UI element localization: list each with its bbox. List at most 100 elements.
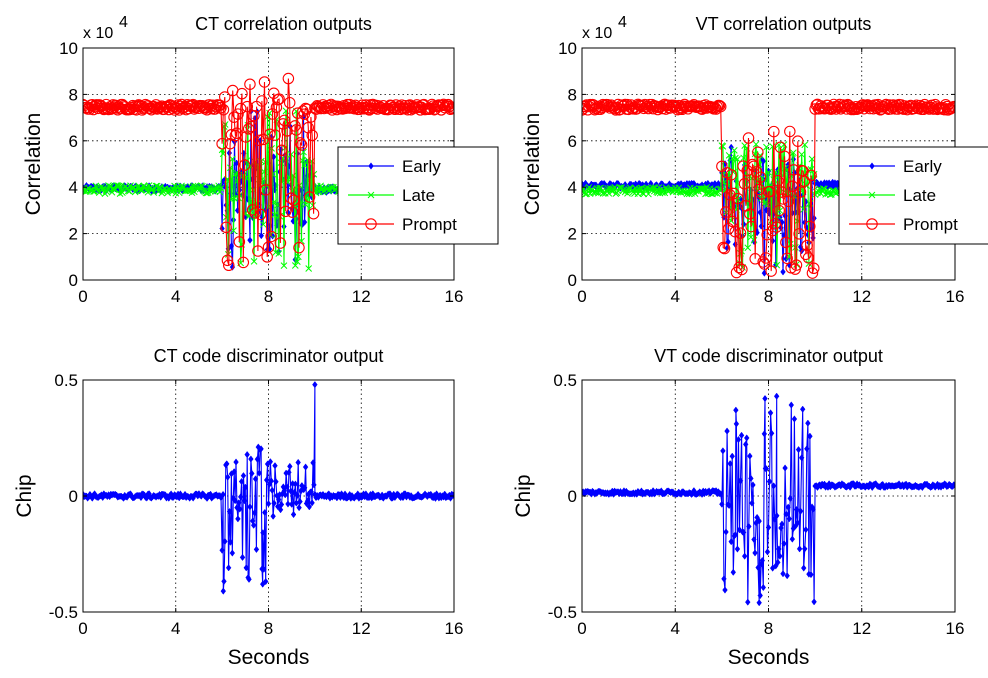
data-point — [774, 512, 780, 520]
data-point — [756, 517, 762, 525]
data-point — [274, 237, 287, 249]
data-point — [793, 228, 805, 240]
y-tick-label: 0 — [568, 271, 577, 290]
data-point — [248, 455, 254, 463]
data-point — [740, 154, 747, 162]
y-axis-label: Chip — [512, 474, 535, 517]
data-point — [170, 101, 182, 113]
data-point — [220, 490, 226, 499]
y-exponent-power: 4 — [119, 14, 128, 31]
legend-label: Early — [903, 157, 942, 176]
data-point — [293, 241, 305, 254]
data-point — [247, 503, 253, 511]
data-point — [734, 155, 741, 163]
data-point — [759, 556, 765, 565]
data-point — [226, 507, 233, 516]
data-point — [795, 446, 802, 454]
data-point — [724, 427, 730, 435]
data-point — [233, 236, 246, 248]
data-point — [742, 132, 755, 144]
data-point — [262, 508, 268, 517]
data-point — [144, 188, 152, 196]
data-point — [280, 262, 288, 269]
x-tick-label: 0 — [577, 287, 586, 306]
series-layer — [83, 381, 454, 595]
data-point — [808, 155, 816, 163]
data-point — [725, 169, 737, 181]
discriminator-series-markers — [83, 381, 454, 595]
data-point — [738, 178, 751, 190]
data-point — [286, 468, 292, 476]
data-point — [251, 509, 258, 517]
data-point — [250, 521, 257, 529]
data-point — [788, 401, 795, 409]
x-tick-label: 0 — [78, 619, 87, 638]
data-point — [745, 598, 751, 606]
data-point — [763, 465, 770, 473]
data-point — [802, 252, 815, 264]
data-point — [301, 161, 308, 169]
data-point — [804, 445, 810, 453]
data-point — [224, 460, 230, 468]
y-tick-label: 2 — [69, 225, 78, 244]
data-point — [729, 225, 741, 238]
y-tick-label: 0 — [69, 271, 78, 290]
data-point — [270, 512, 276, 520]
data-point — [156, 183, 163, 191]
data-point — [733, 406, 739, 414]
data-point — [309, 202, 317, 209]
vt_disc-chart: 0 4 8 12 16-0.500.5VT code discriminator out… — [512, 346, 964, 669]
y-tick-label: 0 — [69, 487, 78, 506]
data-point — [756, 599, 762, 607]
ct_corr-chart: 0 4 8 12 16 0 2 4 6 8 10 x 10 4 CT correlation output… — [22, 14, 499, 306]
data-point — [787, 494, 793, 503]
data-point — [720, 447, 726, 455]
data-point — [244, 450, 250, 459]
data-point — [243, 564, 249, 572]
data-point — [752, 140, 760, 148]
data-point — [744, 434, 750, 442]
data-point — [790, 149, 797, 157]
data-point — [791, 415, 798, 423]
data-point — [221, 254, 234, 267]
legend-marker — [367, 191, 375, 199]
data-point — [703, 183, 711, 191]
data-point — [227, 538, 234, 546]
data-point — [633, 186, 641, 193]
data-point — [766, 224, 779, 237]
x-tick-label: 4 — [171, 619, 180, 638]
data-point — [235, 515, 241, 523]
data-point — [788, 164, 800, 176]
data-point — [786, 515, 792, 523]
data-point — [789, 535, 796, 543]
legend-label: Late — [402, 186, 435, 205]
data-point — [303, 191, 316, 203]
legend-marker — [365, 218, 377, 230]
data-point — [736, 263, 748, 276]
data-point — [784, 125, 796, 138]
data-point — [766, 477, 773, 486]
data-point — [259, 221, 267, 228]
data-point — [249, 469, 255, 478]
data-point — [241, 100, 254, 113]
data-point — [224, 137, 236, 150]
data-point — [733, 420, 740, 428]
data-point — [291, 488, 298, 496]
data-point — [447, 102, 454, 115]
legend-marker — [868, 191, 876, 199]
data-point — [737, 477, 744, 485]
data-point — [286, 174, 294, 182]
data-point — [741, 552, 748, 560]
data-point — [242, 174, 250, 182]
data-point — [650, 187, 658, 195]
x-tick-label: 16 — [445, 619, 464, 638]
data-point — [760, 583, 767, 592]
data-point — [223, 259, 235, 272]
data-point — [908, 102, 920, 115]
data-point — [258, 445, 264, 453]
data-point — [765, 265, 777, 277]
data-point — [698, 185, 706, 193]
data-point — [278, 114, 291, 127]
data-point — [282, 72, 295, 85]
